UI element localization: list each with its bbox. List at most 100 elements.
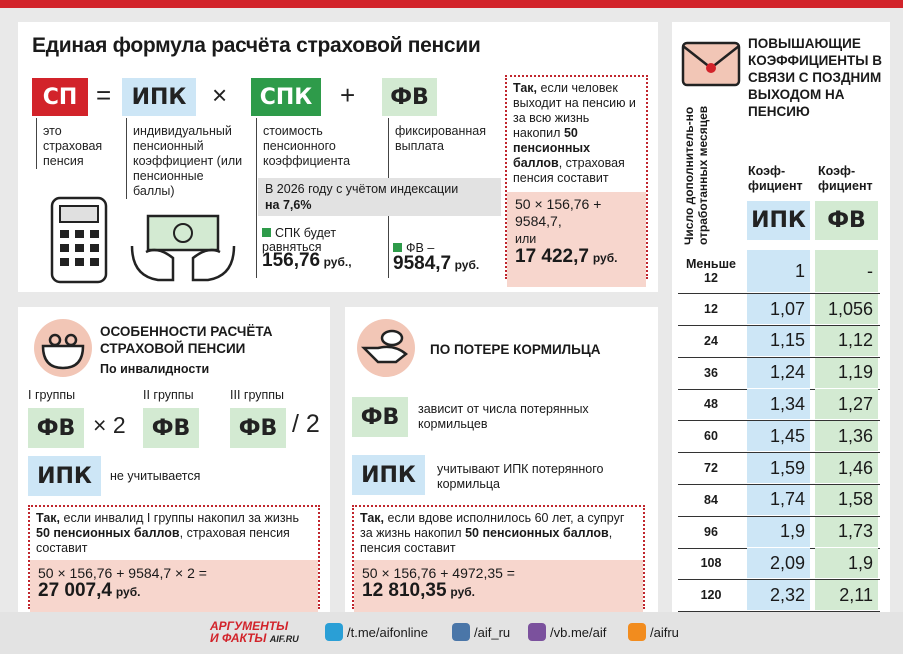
ipk-cell: 1,9	[747, 516, 810, 547]
code-spk: СПК	[251, 78, 321, 116]
row-label: Меньше 12	[686, 257, 736, 285]
ex-text: если вдове исполнилось 60 лет, а супруг …	[360, 511, 625, 540]
code-ipk: ИПК	[122, 78, 196, 116]
ipk-cell: 1,45	[747, 421, 810, 452]
index-note: В 2026 году с учётом индексации на 7,6%	[258, 178, 501, 216]
group-label: II группы	[143, 388, 194, 402]
code-fv: ФВ	[382, 78, 437, 116]
group-label: III группы	[230, 388, 285, 402]
fv-cell: 1,19	[815, 357, 878, 388]
ex-bold: 50 пенсионных баллов	[465, 526, 609, 540]
link-icon	[528, 623, 546, 641]
code-fv: ФВ	[352, 397, 408, 437]
fv-cell: 1,27	[815, 389, 878, 420]
purse-icon	[34, 319, 92, 377]
ex-lead: Так,	[36, 511, 61, 525]
ex-result: 12 810,35	[362, 580, 447, 601]
row-divider	[678, 293, 880, 294]
row-divider	[678, 420, 880, 422]
disability-example: Так, если инвалид I группы накопил за жи…	[28, 505, 320, 614]
hand-icon	[357, 319, 415, 377]
ex-text: , пенсия составит	[360, 526, 613, 555]
ex-calc: 50 × 156,76 + 4972,35 =	[362, 565, 515, 581]
formula-example: Так, если человек выходит на пенсию и за…	[505, 75, 648, 287]
unit: руб.	[592, 251, 618, 265]
spk-number: 156,76	[262, 250, 321, 271]
survivor-title: ПО ПОТЕРЕ КОРМИЛЬЦА	[430, 342, 601, 357]
operator: =	[96, 80, 112, 110]
formula-title: Единая формула расчёта страховой пенсии	[32, 34, 481, 57]
col-code: ИПК	[747, 201, 810, 240]
spk-value: СПК будет равняться 156,76 руб.,	[262, 226, 382, 271]
ex-bold: 50 пенсионных баллов	[36, 526, 180, 540]
social-link[interactable]: /aifru	[650, 624, 679, 640]
row-divider	[678, 388, 880, 390]
fv-cell: 1,36	[815, 421, 878, 452]
item-text: зависит от числа потерянных кормильцев	[418, 402, 589, 431]
row-label: 36	[704, 365, 718, 380]
code-fv: ФВ	[143, 408, 199, 448]
row-label: 12	[704, 302, 718, 316]
unit: руб.	[115, 585, 141, 599]
unit: руб.,	[323, 255, 352, 269]
logo: АРГУМЕНТЫ И ФАКТЫ AIF.RU	[210, 620, 299, 645]
unit: руб.	[450, 585, 476, 599]
row-header: Число дополнитель-но отработанных месяце…	[682, 105, 710, 245]
row-divider	[678, 356, 880, 358]
ex-result: 17 422,7	[515, 246, 589, 267]
coef-title: ПОВЫШАЮЩИЕ КОЭФФИЦИЕНТЫ В СВЯЗИ С ПОЗДНИ…	[748, 36, 883, 119]
fv-cell: 1,12	[815, 325, 878, 356]
top-strip	[0, 0, 903, 8]
social-link[interactable]: /vb.me/aif	[550, 624, 607, 640]
row-divider	[678, 515, 880, 517]
operator: +	[340, 80, 356, 110]
logo-line: И ФАКТЫ	[210, 631, 267, 645]
ipk-cell: 2,32	[747, 580, 810, 611]
ex-text: если инвалид I группы накопил за жизнь	[63, 511, 299, 525]
code-ipk: ИПК	[352, 455, 425, 495]
row-label: 60	[704, 429, 718, 444]
social-link[interactable]: /t.me/aifonline	[347, 624, 428, 640]
fv-label: ФВ –	[406, 241, 435, 255]
ipk-cell: 1,59	[747, 453, 810, 483]
ex-bold: 50 пенсионных баллов	[513, 126, 591, 170]
fv-cell: -	[815, 250, 878, 292]
col-label: Коэф-фициент	[818, 164, 873, 193]
row-label: 24	[704, 333, 718, 348]
fv-cell: 1,46	[815, 453, 878, 483]
icons	[50, 196, 236, 284]
survivor-example: Так, если вдове исполнилось 60 лет, а су…	[352, 505, 645, 614]
row-label: 48	[704, 397, 718, 412]
ipk-cell: 1,24	[747, 357, 810, 388]
ex-or: или	[515, 232, 537, 246]
note-text: В 2026 году с учётом индексации	[265, 182, 459, 196]
row-label: 96	[704, 524, 718, 539]
unit: руб.	[454, 258, 480, 272]
row-divider	[678, 611, 880, 613]
social-link[interactable]: /aif_ru	[474, 624, 511, 640]
envelope-icon	[681, 41, 741, 87]
ex-text: если человек выходит на пенсию и за всю …	[513, 81, 636, 140]
fv-number: 9584,7	[393, 253, 452, 274]
row-divider	[678, 484, 880, 485]
operator: ×	[212, 80, 228, 110]
ex-text: , страховая пенсия составит	[513, 156, 625, 185]
ipk-text: не учитывается	[110, 469, 201, 483]
row-divider	[678, 547, 880, 549]
fv-value: ФВ –9584,7 руб.	[393, 240, 503, 273]
row-divider	[678, 579, 880, 581]
spk-label: СПК будет равняться	[262, 226, 337, 254]
disability-subtitle: По инвалидности	[100, 362, 210, 376]
row-label: 120	[700, 588, 722, 603]
note-highlight: на 7,6%	[265, 198, 312, 212]
fv-cell: 1,056	[815, 294, 878, 324]
term-desc: это страховая пенсия	[36, 118, 110, 169]
link-icon	[628, 623, 646, 641]
ex-text: , страховая пенсия составит	[36, 526, 290, 555]
row-label: 84	[704, 492, 718, 507]
ex-lead: Так,	[513, 81, 538, 95]
row-label: 108	[700, 556, 722, 571]
fv-cell: 2,11	[815, 580, 878, 611]
group-op: / 2	[292, 410, 320, 438]
